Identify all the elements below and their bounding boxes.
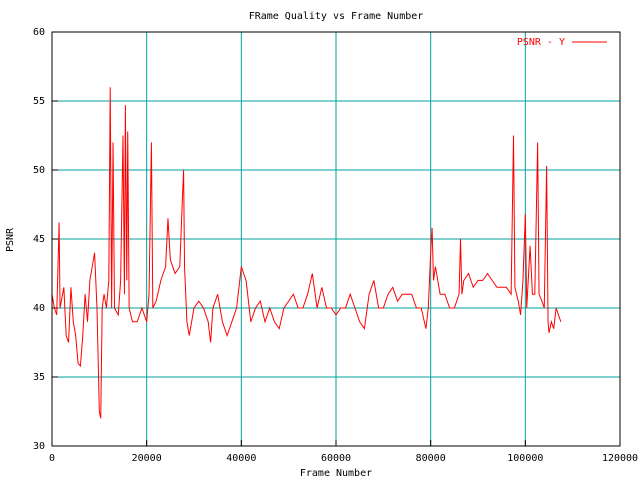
plot	[51, 87, 562, 419]
x-tick-label: 120000	[602, 453, 638, 464]
y-axis-label: PSNR	[5, 227, 16, 252]
x-tick-label: 0	[49, 453, 55, 464]
x-tick-label: 80000	[416, 453, 446, 464]
x-tick-label: 40000	[226, 453, 256, 464]
legend-label: PSNR - Y	[517, 37, 565, 48]
data-line	[51, 87, 562, 419]
y-tick-label: 30	[33, 441, 45, 452]
y-tick-label: 45	[33, 234, 45, 245]
y-tick-label: 55	[33, 96, 45, 107]
chart-title: FRame Quality vs Frame Number	[249, 11, 424, 22]
y-tick-label: 35	[33, 372, 45, 383]
x-tick-label: 20000	[132, 453, 162, 464]
y-tick-label: 40	[33, 303, 45, 314]
x-tick-label: 100000	[507, 453, 543, 464]
plot-border	[51, 31, 621, 447]
y-tick-label: 50	[33, 165, 45, 176]
x-axis-label: Frame Number	[300, 468, 372, 479]
x-tick-label: 60000	[321, 453, 351, 464]
y-tick-label: 60	[33, 27, 45, 38]
